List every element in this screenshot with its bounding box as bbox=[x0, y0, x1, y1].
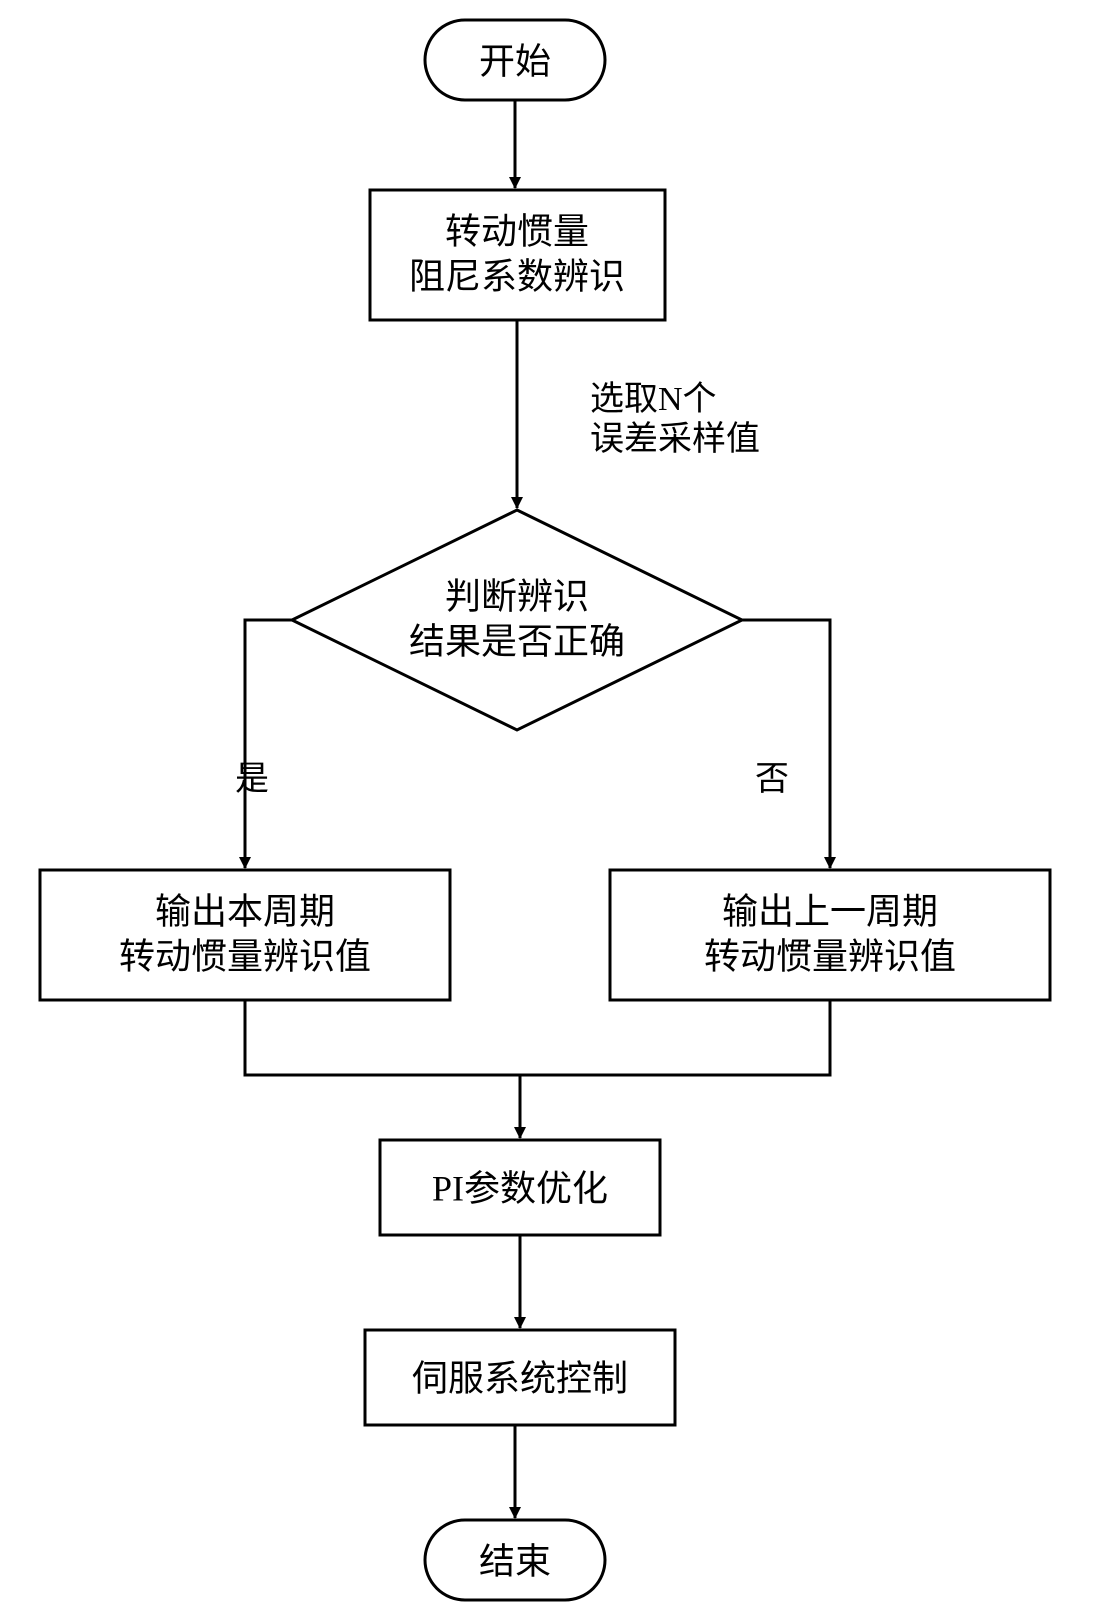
identify-node: 转动惯量 阻尼系数辨识 bbox=[370, 190, 665, 320]
no-line1: 输出上一周期 bbox=[722, 891, 938, 931]
decision-node: 判断辨识 结果是否正确 bbox=[292, 510, 742, 730]
decision-line1: 判断辨识 bbox=[445, 576, 589, 616]
sample-annotation-l2: 误差采样值 bbox=[590, 420, 760, 458]
servo-label: 伺服系统控制 bbox=[412, 1358, 628, 1398]
sample-annotation-l1: 选取N个 bbox=[590, 381, 717, 418]
edge-merge bbox=[245, 1000, 830, 1138]
yes-line2: 转动惯量辨识值 bbox=[119, 936, 371, 976]
servo-node: 伺服系统控制 bbox=[365, 1330, 675, 1425]
edge-decision-yes bbox=[245, 620, 292, 868]
edge-decision-no bbox=[742, 620, 830, 868]
flowchart-canvas: 开始 转动惯量 阻尼系数辨识 选取N个 误差采样值 判断辨识 结果是否正确 是 … bbox=[0, 0, 1093, 1616]
start-label: 开始 bbox=[479, 41, 551, 81]
yes-line1: 输出本周期 bbox=[155, 891, 335, 931]
end-node: 结束 bbox=[425, 1520, 605, 1600]
pi-opt-node: PI参数优化 bbox=[380, 1140, 660, 1235]
pi-opt-label: PI参数优化 bbox=[432, 1168, 608, 1208]
yes-output-node: 输出本周期 转动惯量辨识值 bbox=[40, 870, 450, 1000]
decision-line2: 结果是否正确 bbox=[409, 621, 625, 661]
identify-line2: 阻尼系数辨识 bbox=[409, 256, 625, 296]
start-node: 开始 bbox=[425, 20, 605, 100]
no-label: 否 bbox=[755, 761, 789, 798]
no-line2: 转动惯量辨识值 bbox=[704, 936, 956, 976]
end-label: 结束 bbox=[479, 1541, 551, 1581]
yes-label: 是 bbox=[235, 761, 269, 798]
identify-line1: 转动惯量 bbox=[445, 211, 589, 251]
no-output-node: 输出上一周期 转动惯量辨识值 bbox=[610, 870, 1050, 1000]
